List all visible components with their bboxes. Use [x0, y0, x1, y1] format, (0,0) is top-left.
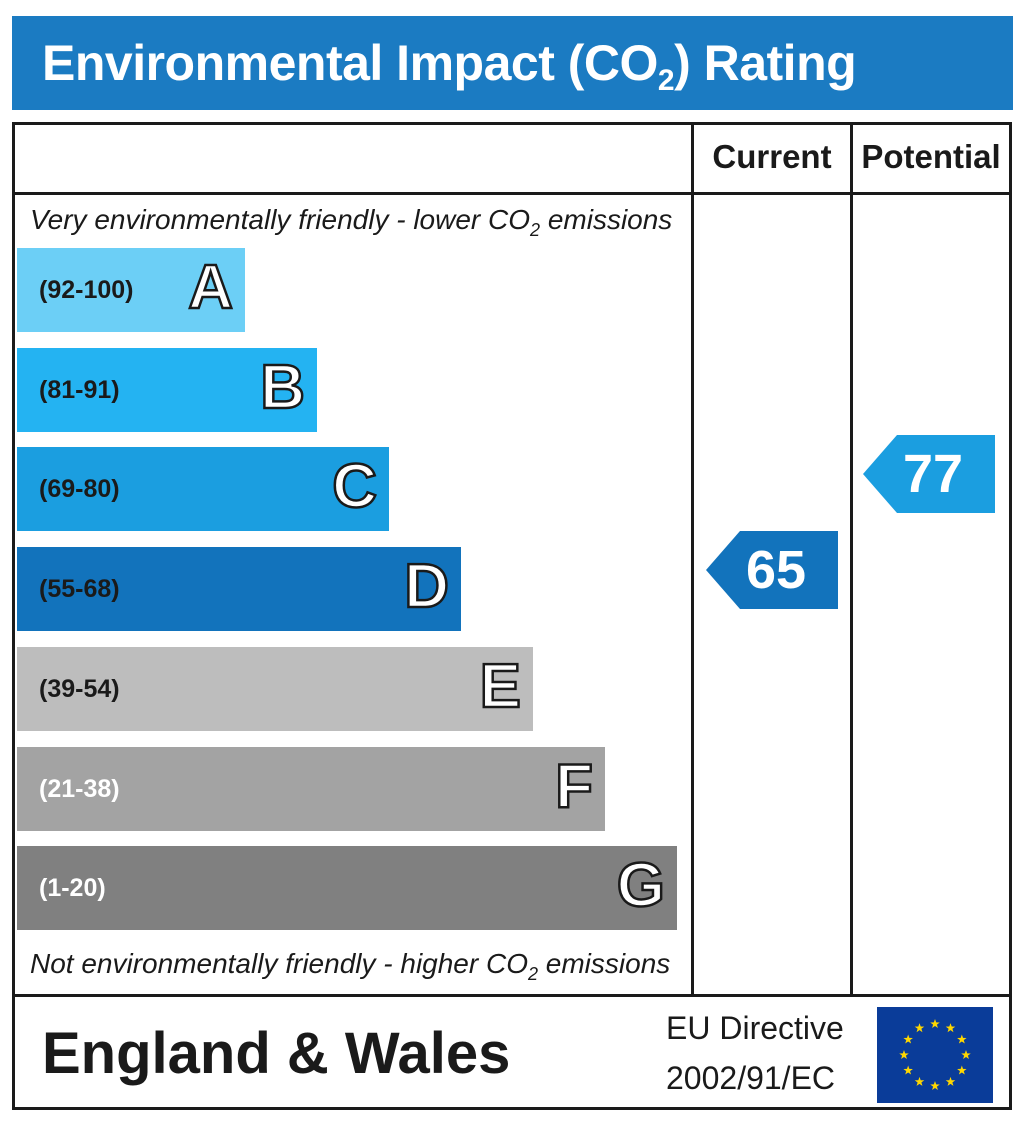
- band-range-label: (81-91): [39, 376, 120, 404]
- chart-frame: [12, 122, 1012, 1110]
- eu-star-icon: [903, 1034, 913, 1044]
- band-f: (21-38) F: [17, 747, 605, 831]
- eu-star-icon: [930, 1019, 940, 1029]
- eu-star-icon: [914, 1023, 925, 1033]
- header-divider: [12, 192, 1012, 195]
- eu-star-icon: [961, 1050, 971, 1060]
- eu-flag-icon: [877, 1007, 993, 1103]
- eu-star-icon: [945, 1023, 956, 1033]
- title-bar: Environmental Impact (CO2) Rating: [12, 16, 1013, 110]
- directive-line1: EU Directive: [666, 1010, 844, 1046]
- band-letter: G: [616, 850, 667, 922]
- band-letter: D: [403, 551, 450, 623]
- eu-star-icon: [945, 1076, 956, 1086]
- band-letter: C: [331, 451, 378, 523]
- eu-star-icon: [930, 1081, 940, 1091]
- chart-title: Environmental Impact (CO2) Rating: [42, 35, 857, 97]
- potential-rating-arrow: 77: [863, 435, 995, 513]
- eu-star-icon: [957, 1065, 967, 1075]
- band-e: (39-54) E: [17, 647, 533, 731]
- current-rating-arrow-value: 65: [746, 540, 807, 600]
- country-label: England & Wales: [42, 1021, 511, 1086]
- potential-rating-arrow-value: 77: [903, 444, 964, 504]
- directive-line2: 2002/91/EC: [666, 1060, 836, 1096]
- column-header-current: Current: [712, 138, 832, 175]
- potential-rating-arrow-shape: [863, 435, 995, 513]
- current-rating-arrow-shape: [706, 531, 838, 609]
- eu-star-icon: [914, 1076, 925, 1086]
- band-letter: E: [478, 651, 522, 723]
- footer-divider: [12, 994, 1012, 997]
- band-a: (92-100) A: [17, 248, 245, 332]
- band-g: (1-20) G: [17, 846, 677, 930]
- eu-star-icon: [899, 1050, 909, 1060]
- eu-star-icon: [903, 1065, 913, 1075]
- band-range-label: (55-68): [39, 575, 120, 603]
- band-letter: F: [554, 751, 594, 823]
- top-caption: Very environmentally friendly - lower CO…: [30, 204, 673, 240]
- band-d: (55-68) D: [17, 547, 461, 631]
- band-letter: A: [187, 252, 234, 324]
- band-range-label: (69-80): [39, 475, 120, 503]
- band-b: (81-91) B: [17, 348, 317, 432]
- band-range-label: (92-100): [39, 276, 134, 304]
- current-rating-arrow: 65: [706, 531, 838, 609]
- band-range-label: (21-38): [39, 775, 120, 803]
- band-range-label: (1-20): [39, 874, 106, 902]
- eu-star-icon: [957, 1034, 967, 1044]
- bottom-caption: Not environmentally friendly - higher CO…: [30, 948, 671, 984]
- divider-potential: [850, 122, 853, 997]
- band-range-label: (39-54): [39, 675, 120, 703]
- band-c: (69-80) C: [17, 447, 389, 531]
- divider-current: [691, 122, 694, 997]
- column-header-potential: Potential: [861, 138, 1001, 175]
- band-letter: B: [259, 352, 306, 424]
